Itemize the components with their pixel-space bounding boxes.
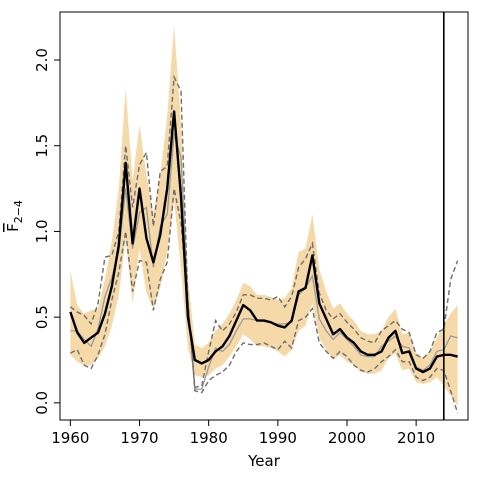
uncertainty-band [70,25,458,407]
dashed-upper-line [69,74,459,389]
y-tick-label: 1.5 [33,134,51,158]
dashed-lower-line [70,188,459,414]
plot-frame [59,11,469,421]
y-tick-label: 0.0 [33,391,51,415]
y-tick-label: 1.0 [33,219,51,243]
x-tick-label: 2010 [397,429,435,447]
y-tick-label: 2.0 [33,48,51,72]
y-axis-title-main: F [4,223,22,232]
svg-text:F2−4: F2−4 [4,200,25,232]
y-axis: 0.0 0.5 1.0 1.5 2.0 [33,48,60,415]
y-axis-title-subscript: 2−4 [12,200,25,223]
x-tick-label: 1960 [51,429,89,447]
x-tick-label: 1990 [259,429,297,447]
x-tick-label: 2000 [328,429,366,447]
y-axis-title: F2−4 [4,200,25,232]
estimate-line [69,110,458,374]
x-axis: 1960 1970 1980 1990 2000 2010 [51,420,435,447]
x-axis-title: Year [247,452,281,470]
x-tick-label: 1980 [190,429,228,447]
y-tick-label: 0.5 [33,305,51,329]
x-tick-label: 1970 [120,429,158,447]
